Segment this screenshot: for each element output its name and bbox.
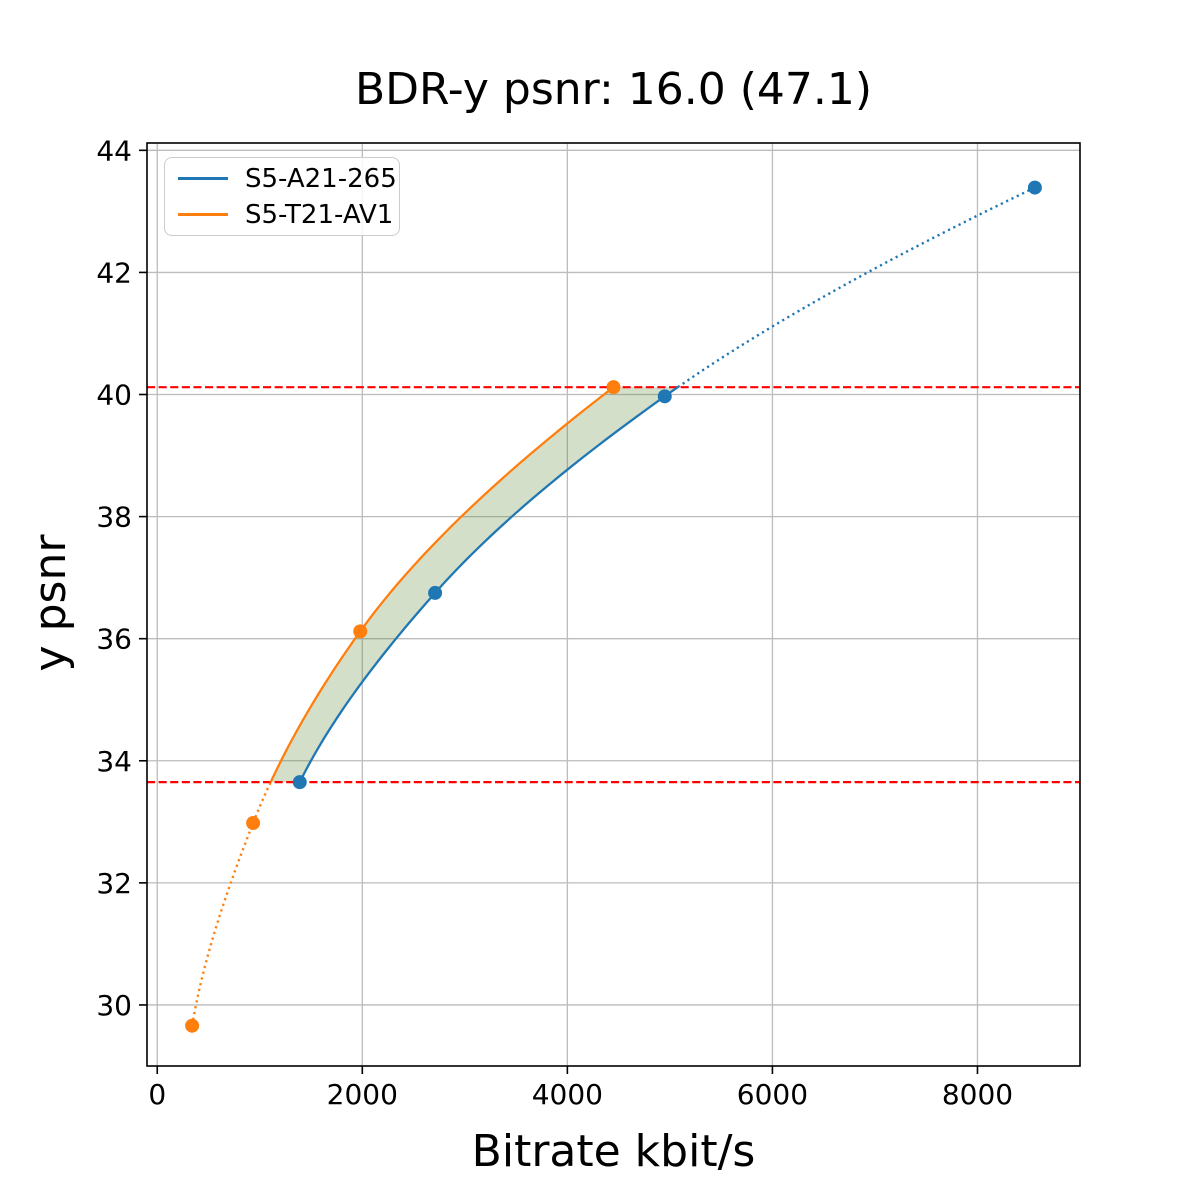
curve-solid-segment <box>269 386 615 783</box>
x-tick-label: 6000 <box>737 1078 808 1111</box>
grid <box>147 143 1080 1066</box>
y-tick-label: 44 <box>96 134 132 167</box>
chart-title: BDR-y psnr: 16.0 (47.1) <box>354 64 873 115</box>
x-tick-label: 0 <box>148 1078 166 1111</box>
bd-overlap-fill <box>270 387 678 783</box>
y-tick-label: 36 <box>96 623 132 656</box>
tick-marks <box>139 149 979 1074</box>
y-tick-label: 42 <box>96 256 132 289</box>
legend-item: S5-T21-AV1 <box>165 200 399 230</box>
data-point-marker <box>353 624 368 639</box>
curve-solid-segment <box>298 386 679 783</box>
tick-labels: 0 2000 4000 6000 8000 30 32 34 36 38 40 42 44 <box>96 134 1013 1111</box>
x-tick-label: 2000 <box>327 1078 398 1111</box>
data-point-marker <box>1027 180 1042 195</box>
data-point-marker <box>292 775 307 790</box>
y-tick-label: 30 <box>96 989 132 1022</box>
curve-extrapolated-segment <box>190 781 272 1026</box>
data-point-marker <box>428 585 443 600</box>
legend-label: S5-A21-265 <box>245 163 397 194</box>
x-axis-label: Bitrate kbit/s <box>471 1126 756 1177</box>
axes-spine <box>146 142 1081 1067</box>
x-tick-label: 8000 <box>942 1078 1013 1111</box>
y-axis-label: y psnr <box>25 534 76 672</box>
y-tick-label: 38 <box>96 501 132 534</box>
legend-label: S5-T21-AV1 <box>245 199 394 230</box>
legend-line-sample-icon <box>178 177 228 180</box>
y-tick-label: 34 <box>96 745 132 778</box>
data-point-marker <box>185 1018 200 1033</box>
legend: S5-A21-265 S5-T21-AV1 <box>164 157 400 236</box>
x-tick-label: 4000 <box>532 1078 603 1111</box>
y-tick-label: 32 <box>96 867 132 900</box>
data-point-marker <box>246 816 261 831</box>
y-tick-label: 40 <box>96 379 132 412</box>
legend-item: S5-A21-265 <box>165 164 399 194</box>
data-point-marker <box>657 389 672 404</box>
data-point-marker <box>606 380 621 395</box>
legend-line-sample-icon <box>178 213 228 216</box>
curve-extrapolated-segment <box>677 186 1036 389</box>
